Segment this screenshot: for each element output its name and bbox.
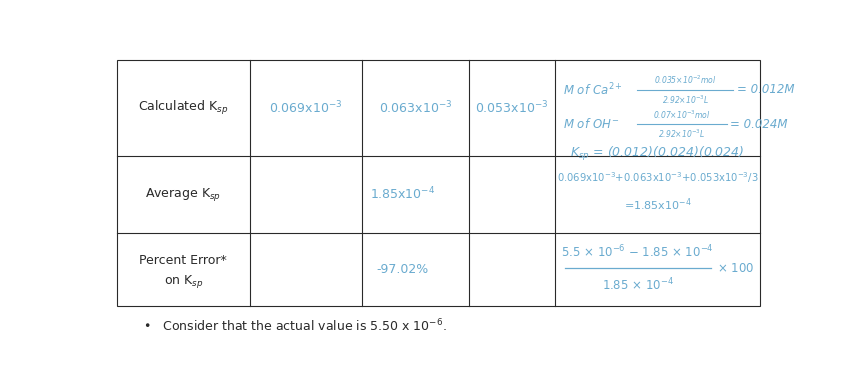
- Text: $M\ of\ Ca^{2+}$: $M\ of\ Ca^{2+}$: [562, 81, 622, 98]
- Text: 0.035$\times$10$^{-2}$mol: 0.035$\times$10$^{-2}$mol: [654, 74, 716, 86]
- Text: •   Consider that the actual value is 5.50 x 10$^{-6}$.: • Consider that the actual value is 5.50…: [144, 318, 448, 334]
- Text: 1.85x10$^{-4}$: 1.85x10$^{-4}$: [370, 186, 435, 203]
- Text: 0.069x10$^{-3}$: 0.069x10$^{-3}$: [270, 99, 342, 116]
- Text: Calculated K$_{sp}$: Calculated K$_{sp}$: [138, 99, 229, 117]
- Text: 2.92$\times$10$^{-3}$L: 2.92$\times$10$^{-3}$L: [662, 94, 709, 106]
- Text: -97.02%: -97.02%: [376, 263, 428, 276]
- Text: Average K$_{sp}$: Average K$_{sp}$: [146, 186, 222, 203]
- Text: = 0.012M: = 0.012M: [736, 83, 794, 96]
- Text: on K$_{sp}$: on K$_{sp}$: [163, 273, 203, 290]
- Bar: [117, 60, 760, 307]
- Text: $K_{sp}$ = (0.012)(0.024)(0.024): $K_{sp}$ = (0.012)(0.024)(0.024): [570, 145, 745, 163]
- Text: 2.92$\times$10$^{-3}$L: 2.92$\times$10$^{-3}$L: [658, 128, 705, 140]
- Text: 0.053x10$^{-3}$: 0.053x10$^{-3}$: [475, 99, 549, 116]
- Text: $M\ of\ OH^{-}$: $M\ of\ OH^{-}$: [562, 117, 619, 131]
- Text: = 0.024M: = 0.024M: [730, 118, 788, 131]
- Text: 1.85 $\times$ 10$^{-4}$: 1.85 $\times$ 10$^{-4}$: [602, 277, 674, 293]
- Text: =1.85x10$^{-4}$: =1.85x10$^{-4}$: [624, 197, 692, 213]
- Text: Percent Error*: Percent Error*: [140, 255, 227, 267]
- Text: 5.5 $\times$ 10$^{-6}$ $-$ 1.85 $\times$ 10$^{-4}$: 5.5 $\times$ 10$^{-6}$ $-$ 1.85 $\times$…: [562, 244, 714, 260]
- Text: 0.063x10$^{-3}$: 0.063x10$^{-3}$: [378, 99, 452, 116]
- Text: 0.07$\times$10$^{-3}$mol: 0.07$\times$10$^{-3}$mol: [653, 108, 710, 121]
- Text: $\times$ 100: $\times$ 100: [717, 262, 754, 275]
- Text: 0.069x10$^{-3}$+0.063x10$^{-3}$+0.053x10$^{-3}$/3: 0.069x10$^{-3}$+0.063x10$^{-3}$+0.053x10…: [556, 171, 758, 185]
